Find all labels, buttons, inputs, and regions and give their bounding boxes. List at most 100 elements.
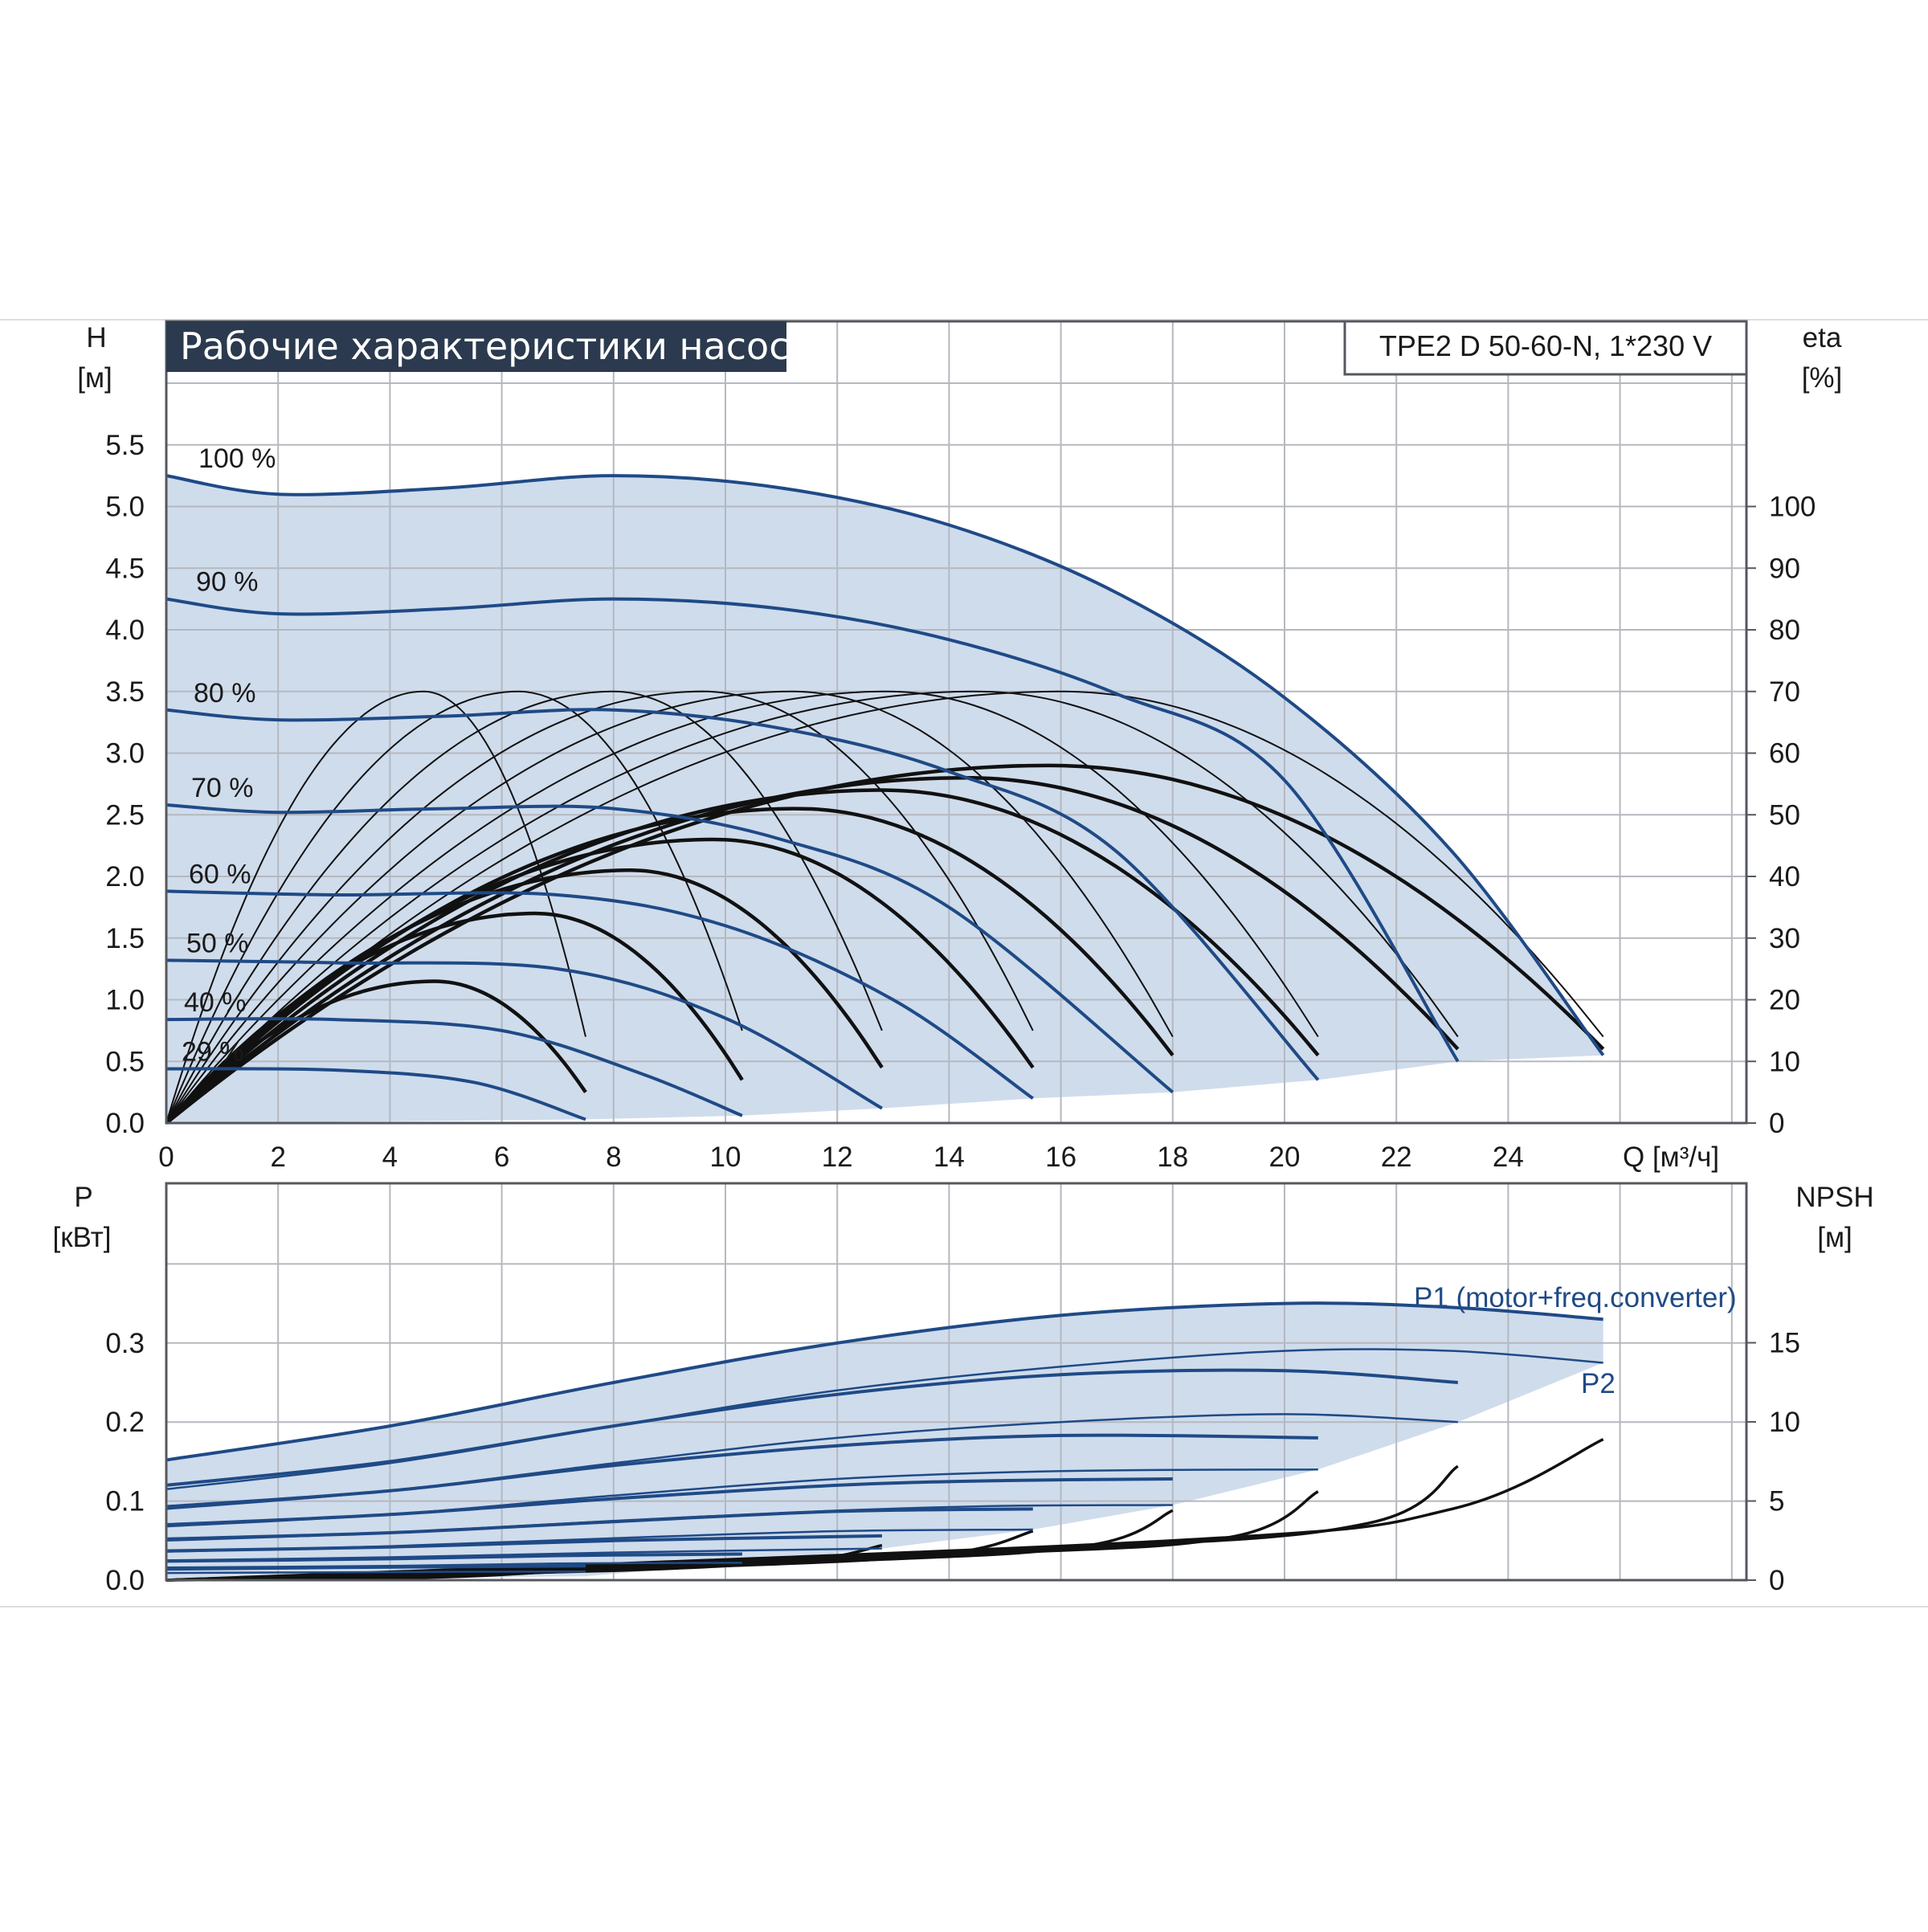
p-tick-label: 0.0 [105, 1565, 145, 1596]
p-axis-unit: [кВт] [53, 1222, 112, 1253]
npsh-tick-label: 10 [1769, 1407, 1800, 1438]
x-tick-label: 10 [710, 1142, 741, 1173]
power-panel: 0.0 0.1 0.2 0.3 0 5 10 15 P [кВт] NPSH [м] P1 (… [53, 1182, 1874, 1596]
y-tick-label: 1.0 [105, 985, 145, 1016]
y2-tick-label: 90 [1769, 553, 1800, 584]
npsh-tick-label: 5 [1769, 1486, 1784, 1517]
y-tick-label: 1.5 [105, 923, 145, 954]
speed-curve [165, 474, 1605, 1056]
efficiency-curve [165, 690, 883, 1124]
y-tick-label: 0.5 [105, 1046, 145, 1077]
efficiency-curve [165, 690, 1604, 1124]
efficiency-curve [165, 690, 1459, 1124]
efficiency-curve [165, 690, 1319, 1124]
speed-curve [165, 803, 1174, 1094]
x-tick-label: 16 [1045, 1142, 1076, 1173]
y-axis-unit: [м] [77, 362, 112, 394]
x-tick-label: 0 [158, 1142, 174, 1173]
y2-tick-label: 20 [1769, 985, 1800, 1016]
efficiency-curve [165, 690, 743, 1124]
speed-curve [165, 958, 883, 1110]
speed-curve-label: 70 % [191, 773, 254, 803]
y2-tick-label: 10 [1769, 1046, 1800, 1077]
model-box [1343, 320, 1748, 376]
npsh-curve [165, 1438, 1604, 1582]
head-panel: 0 2 4 6 8 10 12 14 16 18 20 22 240.00.51.01.52.02.53… [77, 320, 1843, 1173]
y-tick-label: 5.5 [105, 430, 145, 461]
speed-curve-label: 90 % [196, 567, 259, 598]
p1-curves [165, 1301, 1603, 1571]
y2-axis-label: eta [1803, 322, 1842, 353]
speed-curve-labels: 100 % 90 % 80 % 70 % 60 % 50 % 40 % 29 % [182, 443, 276, 1067]
y-tick-label: 2.0 [105, 861, 145, 892]
p-tick-label: 0.3 [105, 1328, 145, 1359]
y2-tick-label: 30 [1769, 923, 1800, 954]
speed-curve-label: 60 % [189, 859, 251, 889]
efficiency-curve [165, 690, 586, 1124]
y2-tick-label: 0 [1769, 1108, 1784, 1139]
x-tick-label: 18 [1157, 1142, 1188, 1173]
operating-area [166, 476, 1603, 1123]
npsh-tick-label: 0 [1769, 1565, 1784, 1596]
efficiency-curves [165, 690, 1605, 1125]
speed-curves [165, 474, 1605, 1121]
operating-area-fill [166, 476, 1603, 1123]
y-tick-label: 5.0 [105, 492, 145, 523]
npsh-tick-label: 15 [1769, 1328, 1800, 1359]
power-tick-labels: 0.0 0.1 0.2 0.3 0 5 10 15 [105, 1328, 1800, 1597]
x-tick-label: 24 [1493, 1142, 1524, 1173]
p1-curve [165, 1433, 1318, 1509]
speed-curve-label: 29 % [182, 1036, 244, 1067]
p1-series-label: P1 (motor+freq.converter) [1414, 1282, 1737, 1313]
efficiency-curve [165, 690, 1034, 1124]
x-tick-label: 4 [382, 1142, 398, 1173]
x-tick-label: 14 [933, 1142, 965, 1173]
speed-curve [165, 889, 1034, 1100]
y-tick-label: 4.0 [105, 615, 145, 646]
x-tick-label: 12 [822, 1142, 853, 1173]
title-box [166, 321, 786, 372]
efficiency-curve [165, 763, 1605, 1125]
model-label: TPE2 D 50-60-N, 1*230 V [1379, 329, 1712, 362]
y-tick-label: 3.5 [105, 676, 145, 708]
x-tick-label: 6 [494, 1142, 509, 1173]
npsh-curves [165, 1438, 1604, 1582]
speed-curve [165, 1067, 586, 1121]
p2-series-label: P2 [1581, 1368, 1616, 1399]
y-tick-label: 3.0 [105, 738, 145, 770]
npsh-axis-unit: [м] [1817, 1222, 1852, 1253]
head-tick-labels: 0 2 4 6 8 10 12 14 16 18 20 22 240.00.51.01.52.02.53… [105, 430, 1816, 1173]
p1-curve [165, 1368, 1458, 1487]
speed-curve-label: 40 % [184, 987, 247, 1018]
speed-curve-label: 100 % [198, 443, 276, 474]
power-plot-frame [165, 1182, 1748, 1582]
p-tick-label: 0.2 [105, 1407, 145, 1438]
x-tick-label: 2 [270, 1142, 285, 1173]
efficiency-curve [165, 788, 1320, 1125]
speed-curve-label: 50 % [186, 928, 249, 958]
p-axis-label: P [74, 1182, 92, 1213]
head-grid [165, 321, 1746, 1123]
y-tick-label: 4.5 [105, 553, 145, 584]
speed-curve [165, 1017, 743, 1117]
p1-curve [165, 1534, 882, 1553]
y2-axis-unit: [%] [1802, 362, 1843, 394]
x-axis-label: Q [м³/ч] [1623, 1142, 1719, 1173]
efficiency-curve [165, 690, 1174, 1124]
y-tick-label: 2.5 [105, 799, 145, 831]
p1-curve [165, 1564, 586, 1571]
efficiency-curve [165, 807, 1174, 1125]
x-tick-label: 22 [1381, 1142, 1412, 1173]
y2-tick-label: 80 [1769, 615, 1800, 646]
x-tick-label: 20 [1269, 1142, 1301, 1173]
p1-curve [165, 1477, 1173, 1527]
p1-curve [165, 1301, 1603, 1462]
y-axis-label: H [86, 322, 106, 353]
y2-tick-label: 100 [1769, 492, 1816, 523]
speed-curve-label: 80 % [194, 678, 256, 709]
speed-curve [165, 597, 1460, 1063]
y2-tick-label: 70 [1769, 676, 1800, 708]
head-plot-frame [165, 320, 1748, 1125]
